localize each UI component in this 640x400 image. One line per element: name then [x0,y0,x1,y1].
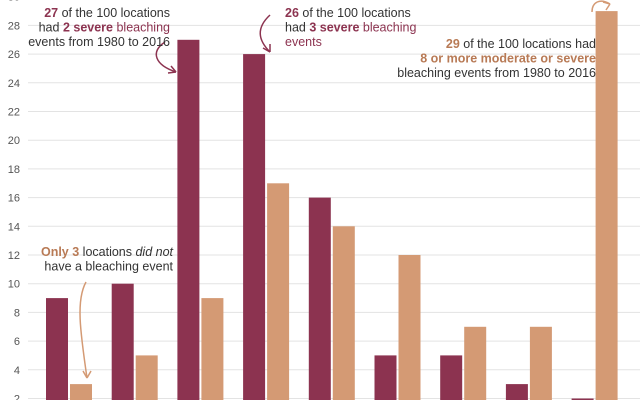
bar-moderate-or-severe-5 [398,255,421,400]
ann-27-text: had [39,21,63,35]
ann-26-text: 3 severe [309,21,359,35]
annotations: 27 of the 100 locations had 2 severe blea… [28,6,596,274]
bar-moderate-or-severe-7 [529,326,552,400]
bar-moderate-or-severe-8+ [595,11,618,400]
arrow-27 [155,41,177,73]
bar-moderate-or-severe-0 [70,384,92,400]
y-tick-label: 26 [8,49,20,61]
bars [46,11,618,400]
y-tick-label: 20 [8,135,20,147]
ann-26-text: bleaching [359,21,416,35]
ann-3-text: locations [79,245,135,259]
ann-3-text: have a bleaching event [44,260,173,274]
annotation-26-three-severe: 26 of the 100 locations had 3 severe blea… [285,6,416,49]
y-tick-label: 30 [8,0,20,4]
bar-severe-3 [243,54,266,400]
y-tick-label: 22 [8,107,20,119]
annotation-29-eight-or-more: 29 of the 100 locations had 8 or more mod… [397,37,596,80]
arrow-26-head [262,44,271,53]
y-tick-label: 16 [8,193,20,205]
y-tick-label: 10 [8,279,20,291]
y-tick-label: 2 [14,394,20,400]
y-tick-label: 28 [8,20,20,32]
bar-severe-5 [374,355,397,400]
annotation-arrows [79,0,611,379]
annotation-27-two-severe: 27 of the 100 locations had 2 severe blea… [28,6,170,49]
bar-severe-2 [177,39,200,400]
ann-3-text: Only 3 [41,245,79,259]
ann-29-text: 8 or more moderate or severe [420,52,596,66]
y-tick-label: 24 [8,78,20,90]
ann-3-text: did not [135,245,173,259]
ann-26-text: 26 [285,6,299,20]
bar-severe-8+ [571,398,594,400]
bar-moderate-or-severe-1 [135,355,158,400]
y-axis-tick-labels: 24681012141618202224262830 [8,0,20,400]
ann-27-text: 27 [44,6,58,20]
ann-27-text: of the 100 locations [58,6,170,20]
annotation-3-no-bleaching: Only 3 locations did not have a bleaching… [41,245,174,274]
arrow-27-head [167,65,177,74]
y-tick-label: 12 [8,250,20,262]
bar-severe-4 [308,197,331,400]
y-tick-label: 4 [14,365,20,377]
bar-moderate-or-severe-3 [267,183,290,400]
y-tick-label: 14 [8,221,20,233]
ann-26-text: of the 100 locations [299,6,411,20]
bar-moderate-or-severe-4 [332,226,355,400]
bar-moderate-or-severe-2 [201,298,224,400]
arrow-26 [259,14,271,53]
bar-severe-0 [46,298,68,400]
y-tick-label: 8 [14,307,20,319]
ann-26-text: events [285,35,322,49]
ann-29-text: bleaching events from 1980 to 2016 [397,66,596,80]
bar-severe-7 [505,384,528,400]
y-tick-label: 18 [8,164,20,176]
bar-severe-6 [440,355,463,400]
ann-27-text: events from 1980 to 2016 [28,35,170,49]
ann-26-text: had [285,21,309,35]
ann-27-text: 2 severe [63,21,113,35]
ann-29-text: 29 [446,37,460,51]
ann-29-text: of the 100 locations had [460,37,596,51]
arrow-3 [79,281,88,379]
arrow-29-head [602,1,611,11]
arrow-3-head [82,370,92,379]
bar-moderate-or-severe-6 [464,326,487,400]
bar-severe-1 [111,283,134,400]
y-tick-label: 6 [14,336,20,348]
ann-27-text: bleaching [113,21,170,35]
